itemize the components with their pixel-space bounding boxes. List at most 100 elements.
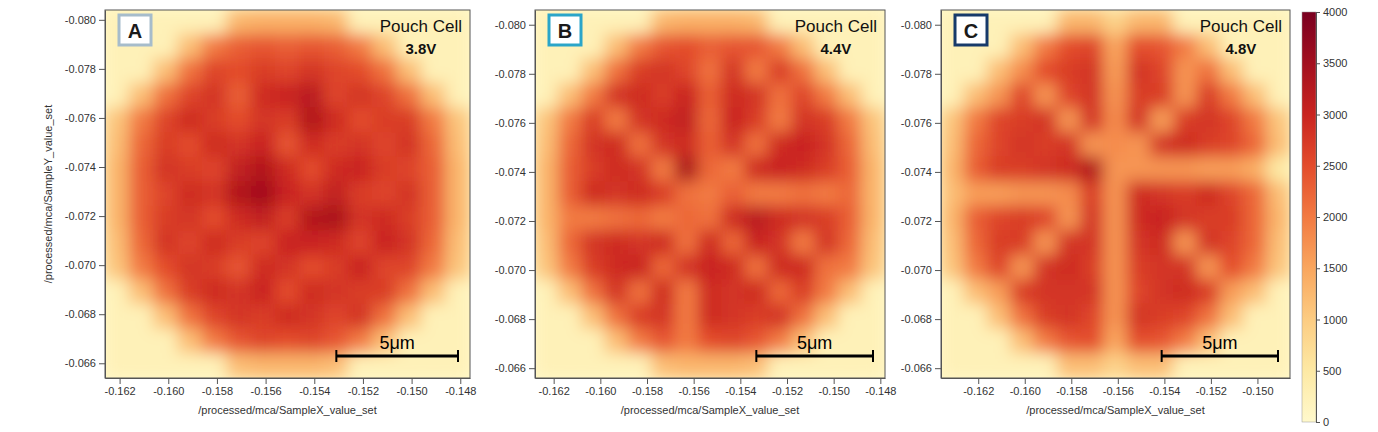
heatmap-cell: [324, 108, 349, 134]
heatmap-cell: [698, 255, 722, 281]
heatmap-cell: [941, 353, 965, 378]
y-tick-mark: [935, 74, 941, 75]
y-tick-label: -0.076: [65, 112, 96, 124]
heatmap-cell: [1243, 157, 1267, 183]
heatmap-cell: [941, 83, 965, 109]
scale-bar-end: [457, 350, 459, 362]
heatmap-cell: [1010, 304, 1034, 330]
heatmap-cell: [129, 328, 154, 354]
heatmap-cell: [324, 59, 349, 85]
heatmap-cell: [421, 83, 446, 109]
y-tick-label: -0.066: [495, 362, 526, 374]
heatmap-cell: [178, 279, 203, 305]
heatmap-cell: [153, 328, 178, 354]
x-tick-label: -0.162: [963, 385, 994, 397]
heatmap-cell: [1196, 132, 1220, 158]
heatmap-cell: [445, 108, 470, 134]
subtitle: 4.4V: [820, 40, 851, 57]
heatmap-cell: [987, 10, 1011, 35]
color-tick-label: 3500: [1323, 57, 1347, 69]
y-tick: -0.066: [65, 357, 105, 369]
heatmap-cell: [1127, 304, 1151, 330]
color-tick: 3500: [1316, 57, 1347, 69]
x-tick: -0.156: [250, 378, 281, 397]
heatmap-cell: [1243, 230, 1267, 256]
heatmap-cell: [299, 59, 324, 85]
heatmap-cell: [1173, 34, 1197, 60]
heatmap-cell: [348, 304, 373, 330]
heatmap-cell: [791, 255, 815, 281]
heatmap-cell: [815, 206, 839, 232]
heatmap-cell: [698, 279, 722, 305]
heatmap-cell: [535, 181, 559, 207]
heatmap-cell: [651, 83, 675, 109]
x-tick-label: -0.154: [299, 385, 330, 397]
heatmap-cell: [226, 59, 251, 85]
heatmap-cell: [421, 59, 446, 85]
y-tick-label: -0.072: [65, 210, 96, 222]
heatmap-cell: [745, 83, 769, 109]
heatmap-cell: [581, 353, 605, 378]
heatmap-cell: [445, 83, 470, 109]
y-tick: -0.072: [495, 215, 535, 227]
scale-bar: 5μm: [1162, 333, 1278, 362]
heatmap-cell: [226, 157, 251, 183]
plot-frame: [105, 10, 470, 378]
heatmap-cell: [745, 132, 769, 158]
heatmap-cell: [275, 230, 300, 256]
heatmap-cell: [1010, 132, 1034, 158]
heatmap-cell: [1057, 304, 1081, 330]
heatmap-cell: [605, 157, 629, 183]
heatmap-cell: [581, 157, 605, 183]
heatmap-cell: [558, 353, 582, 378]
heatmap-cell: [1010, 279, 1034, 305]
heatmap-cell: [178, 230, 203, 256]
x-tick-label: -0.152: [772, 385, 803, 397]
heatmap-cell: [1173, 230, 1197, 256]
heatmap-cell: [202, 83, 227, 109]
x-tick-label: -0.150: [1242, 385, 1273, 397]
x-tick-label: -0.158: [202, 385, 233, 397]
heatmap-cell: [348, 279, 373, 305]
heatmap-cell: [581, 132, 605, 158]
heatmap-cell: [178, 328, 203, 354]
color-tick: 2500: [1316, 160, 1347, 172]
heatmap-cell: [129, 353, 154, 378]
heatmap-cell: [202, 10, 227, 35]
heatmap-cell: [628, 206, 652, 232]
heatmap-cell: [397, 108, 422, 134]
heatmap-cell: [628, 181, 652, 207]
heatmap-cell: [1220, 157, 1244, 183]
heatmap-cell: [558, 206, 582, 232]
heatmap-cell: [372, 157, 397, 183]
scale-bar-end: [872, 350, 874, 362]
heatmap-cell: [941, 132, 965, 158]
heatmap-cell: [1103, 206, 1127, 232]
heatmap-cell: [372, 255, 397, 281]
x-tick: -0.150: [819, 378, 850, 397]
heatmap-cell: [251, 132, 276, 158]
heatmap-cell: [768, 83, 792, 109]
heatmap-cell: [1266, 132, 1290, 158]
y-tick-label: -0.078: [495, 68, 526, 80]
heatmap-cell: [421, 157, 446, 183]
y-tick: -0.080: [495, 19, 535, 31]
heatmap-cell: [275, 59, 300, 85]
heatmap-cell: [1103, 353, 1127, 378]
heatmap-cell: [941, 108, 965, 134]
heatmap-cell: [1103, 132, 1127, 158]
heatmap-cell: [861, 59, 885, 85]
heatmap-cell: [421, 279, 446, 305]
heatmap-cell: [721, 328, 745, 354]
heatmap-cell: [698, 206, 722, 232]
heatmap-cell: [675, 206, 699, 232]
heatmap-cell: [1196, 279, 1220, 305]
title: Pouch Cell: [795, 17, 877, 36]
heatmap-cell: [226, 108, 251, 134]
x-tick-mark: [1257, 378, 1258, 384]
x-tick: -0.148: [865, 378, 896, 397]
heatmap-cell: [397, 59, 422, 85]
color-tick-mark: [1316, 371, 1320, 372]
heatmap-cell: [421, 132, 446, 158]
heatmap-cell: [275, 255, 300, 281]
